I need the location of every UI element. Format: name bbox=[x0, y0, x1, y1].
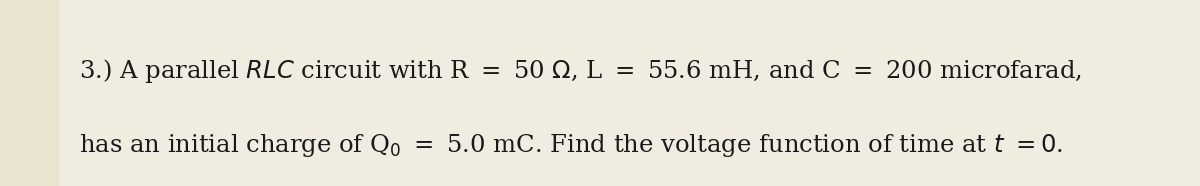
Bar bbox=[0, 0, 58, 186]
Text: has an initial charge of Q$_0$ $=$ 5.0 mC. Find the voltage function of time at : has an initial charge of Q$_0$ $=$ 5.0 m… bbox=[79, 132, 1063, 159]
Text: 3.) A parallel $\mathit{RLC}$ circuit with R $=$ 50 $\Omega$, L $=$ 55.6 mH, and: 3.) A parallel $\mathit{RLC}$ circuit wi… bbox=[79, 57, 1082, 85]
